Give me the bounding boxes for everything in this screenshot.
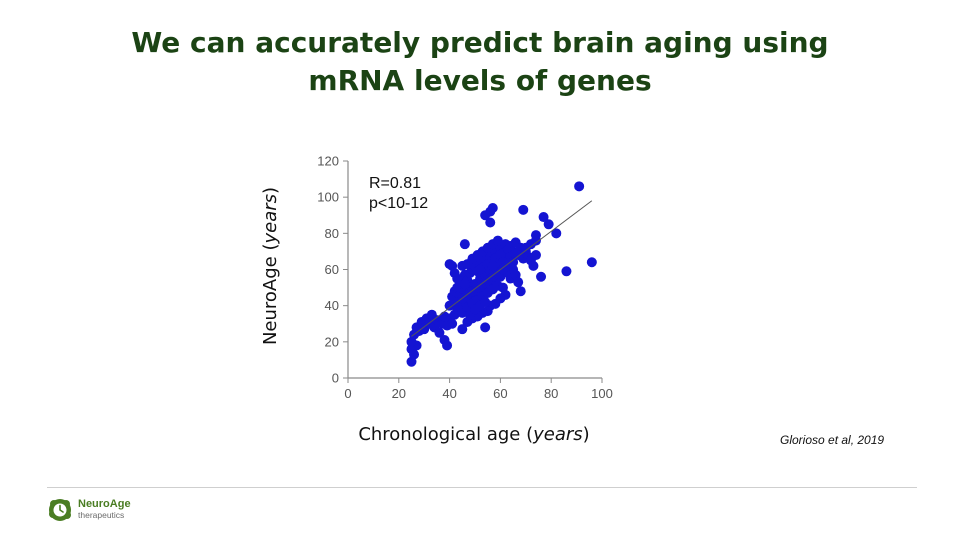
y-tick-label: 20 bbox=[325, 334, 339, 349]
citation: Glorioso et al, 2019 bbox=[780, 433, 885, 447]
data-point bbox=[492, 235, 503, 246]
footer-divider bbox=[47, 487, 917, 488]
x-tick-label: 40 bbox=[442, 386, 456, 401]
data-point bbox=[551, 228, 562, 239]
x-tick-label: 0 bbox=[344, 386, 351, 401]
data-point bbox=[447, 318, 458, 329]
data-point bbox=[586, 257, 597, 268]
data-point bbox=[442, 340, 453, 351]
data-point bbox=[434, 327, 445, 338]
company-logo: NeuroAge therapeutics bbox=[47, 496, 131, 524]
trend-line bbox=[411, 200, 593, 337]
data-point bbox=[574, 181, 585, 192]
data-point bbox=[510, 248, 521, 259]
y-tick-label: 100 bbox=[317, 190, 339, 205]
data-point bbox=[457, 324, 468, 335]
data-point bbox=[459, 278, 470, 289]
x-axis-label: Chronological age (years) bbox=[358, 424, 589, 445]
brain-clock-icon bbox=[49, 499, 71, 521]
data-point bbox=[459, 239, 470, 250]
data-point bbox=[508, 257, 519, 268]
stat-annotation: R=0.81 bbox=[369, 175, 421, 192]
y-tick-label: 80 bbox=[325, 226, 339, 241]
data-point bbox=[561, 266, 572, 277]
stat-annotation: p<10-12 bbox=[369, 195, 428, 212]
data-point bbox=[487, 203, 498, 214]
data-point bbox=[487, 260, 498, 271]
data-point bbox=[530, 235, 541, 246]
logo-name: NeuroAge bbox=[78, 498, 131, 510]
data-point bbox=[485, 217, 496, 228]
plot-area: 0 20 40 60 80 100 120 0 20 40 60 80 100 R=0.81 p<10-12… bbox=[260, 154, 613, 446]
slide-title-line-1: We can accurately predict brain aging us… bbox=[131, 26, 829, 59]
data-point bbox=[518, 204, 529, 215]
x-tick-label: 100 bbox=[591, 386, 613, 401]
x-tick-label: 80 bbox=[544, 386, 558, 401]
data-point bbox=[513, 277, 524, 288]
y-axis-label: NeuroAge (years) bbox=[260, 187, 281, 345]
y-tick-label: 0 bbox=[332, 371, 339, 386]
data-point bbox=[543, 219, 554, 230]
data-point bbox=[475, 264, 486, 275]
x-tick-label: 20 bbox=[392, 386, 406, 401]
data-point bbox=[536, 271, 547, 282]
slide-title-line-2: mRNA levels of genes bbox=[308, 64, 652, 97]
data-point bbox=[515, 286, 526, 297]
data-point bbox=[444, 259, 455, 270]
data-point bbox=[530, 250, 541, 261]
x-tick-label: 60 bbox=[493, 386, 507, 401]
data-point bbox=[480, 322, 491, 333]
data-point bbox=[444, 300, 455, 311]
data-point bbox=[497, 257, 508, 268]
y-tick-label: 120 bbox=[317, 154, 339, 169]
slide-title: We can accurately predict brain aging us… bbox=[0, 24, 960, 100]
data-point bbox=[538, 212, 549, 223]
y-tick-label: 60 bbox=[325, 262, 339, 277]
logo-subtitle: therapeutics bbox=[78, 510, 125, 520]
scatter-chart: 0 20 40 60 80 100 120 0 20 40 60 80 100 R=0.81 p<10-12… bbox=[260, 154, 613, 446]
data-point bbox=[480, 297, 491, 308]
y-tick-label: 40 bbox=[325, 298, 339, 313]
data-point bbox=[528, 260, 539, 271]
